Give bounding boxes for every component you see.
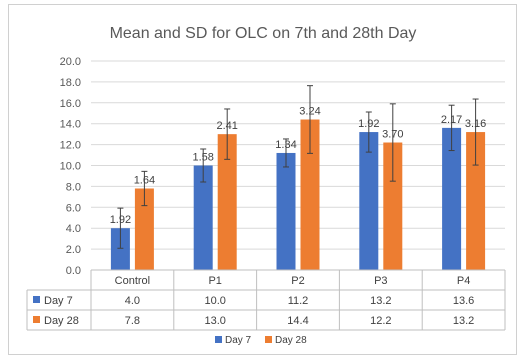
table-cell: 7.8 [125, 315, 140, 327]
y-tick-label: 18.0 [60, 77, 81, 89]
table-cell: 13.0 [204, 315, 225, 327]
bar-day-28 [300, 119, 320, 271]
sd-data-label: 1.64 [134, 174, 155, 186]
table-cell: 12.2 [370, 315, 391, 327]
sd-data-label: 3.16 [465, 118, 486, 130]
category-label: P3 [374, 275, 387, 287]
category-label: P2 [291, 275, 304, 287]
bar-day-28 [217, 134, 237, 270]
bar-day-28 [466, 132, 486, 270]
bar-day-7 [110, 228, 130, 270]
sd-data-label: 2.41 [216, 120, 237, 132]
table-cell: 10.0 [204, 295, 225, 307]
table-cell: 14.4 [287, 315, 308, 327]
table-cell: 13.6 [453, 295, 474, 307]
legend-label: Day 28 [275, 335, 307, 346]
y-tick-label: 20.0 [60, 56, 81, 68]
bar-day-7 [442, 127, 462, 270]
sd-data-label: 3.24 [299, 106, 320, 118]
y-tick-label: 2.0 [66, 244, 81, 256]
sd-data-label: 1.92 [110, 214, 131, 226]
table-cell: 11.2 [288, 295, 309, 307]
bar-day-28 [134, 188, 154, 270]
y-tick-label: 12.0 [60, 140, 81, 152]
olc-bar-chart: Mean and SD for OLC on 7th and 28th Day 0… [26, 25, 506, 346]
sd-data-label: 2.17 [441, 114, 462, 126]
chart-frame: Mean and SD for OLC on 7th and 28th Day 0… [8, 4, 517, 355]
bar-day-7 [359, 132, 379, 270]
sd-data-label: 1.34 [275, 139, 296, 151]
y-tick-label: 0.0 [66, 265, 81, 277]
y-tick-label: 14.0 [60, 119, 81, 131]
y-tick-label: 6.0 [66, 202, 81, 214]
bar-day-7 [193, 165, 213, 270]
legend-swatch [265, 336, 272, 343]
y-tick-label: 10.0 [60, 161, 81, 173]
category-label: P1 [208, 275, 221, 287]
y-tick-label: 8.0 [66, 181, 81, 193]
sd-data-label: 3.70 [382, 129, 403, 141]
sd-data-label: 1.58 [192, 152, 213, 164]
table-series-name: Day 28 [44, 315, 79, 327]
bar-day-28 [383, 142, 403, 270]
category-label: Control [115, 275, 150, 287]
chart-title: Mean and SD for OLC on 7th and 28th Day [110, 25, 417, 42]
table-cell: 13.2 [370, 295, 391, 307]
legend-label: Day 7 [225, 335, 252, 346]
y-tick-label: 4.0 [66, 223, 81, 235]
sd-data-label: 1.92 [358, 118, 379, 130]
category-label: P4 [457, 275, 470, 287]
table-series-name: Day 7 [44, 295, 73, 307]
table-legend-key [33, 316, 40, 323]
table-cell: 4.0 [125, 295, 140, 307]
y-tick-label: 16.0 [60, 98, 81, 110]
legend-swatch [215, 336, 222, 343]
table-legend-key [33, 296, 40, 303]
table-cell: 13.2 [453, 315, 474, 327]
bar-day-7 [276, 152, 296, 270]
